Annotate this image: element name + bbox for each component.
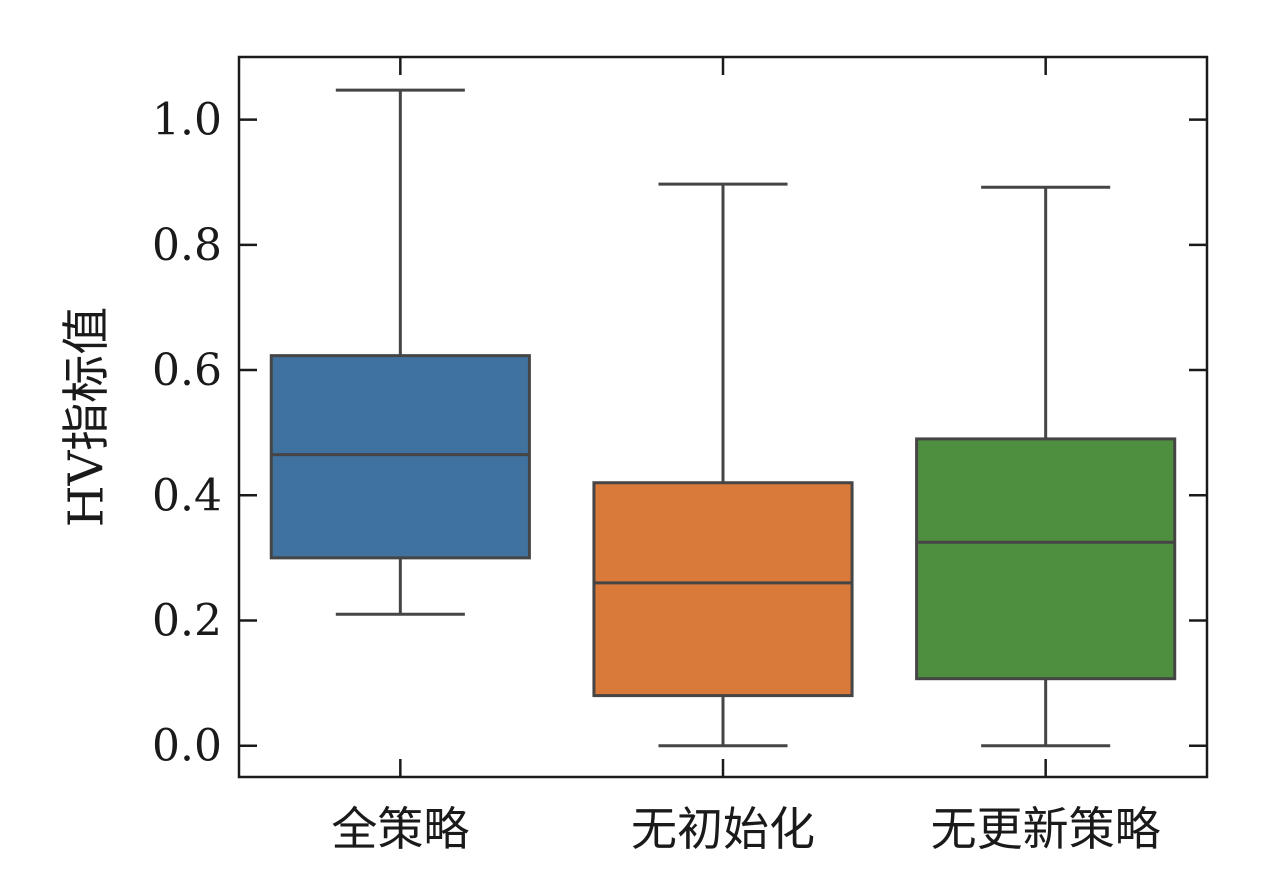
x-tick-label: 无更新策略 xyxy=(931,802,1161,856)
box-iqr xyxy=(269,354,531,560)
x-tick-label: 全策略 xyxy=(331,802,469,856)
box-group xyxy=(269,88,531,616)
y-axis-title: HV指标值 xyxy=(59,307,115,528)
plot-marks xyxy=(269,88,1177,748)
y-axis: 0.0 0.2 0.4 0.6 0.8 1.0 xyxy=(152,95,1207,772)
y-tick-label: 0.2 xyxy=(152,595,222,646)
x-tick-label: 无初始化 xyxy=(631,802,815,856)
y-tick-label: 0.4 xyxy=(152,470,222,521)
y-tick-label: 0.8 xyxy=(152,220,222,271)
box-group xyxy=(915,185,1177,748)
box-group xyxy=(592,182,854,748)
box-iqr xyxy=(592,481,854,698)
y-tick-label: 0.6 xyxy=(152,345,222,396)
y-tick-label: 1.0 xyxy=(152,95,222,146)
x-axis: 全策略 无初始化 无更新策略 xyxy=(331,57,1161,856)
box-iqr xyxy=(915,437,1177,681)
y-tick-label: 0.0 xyxy=(152,721,222,772)
